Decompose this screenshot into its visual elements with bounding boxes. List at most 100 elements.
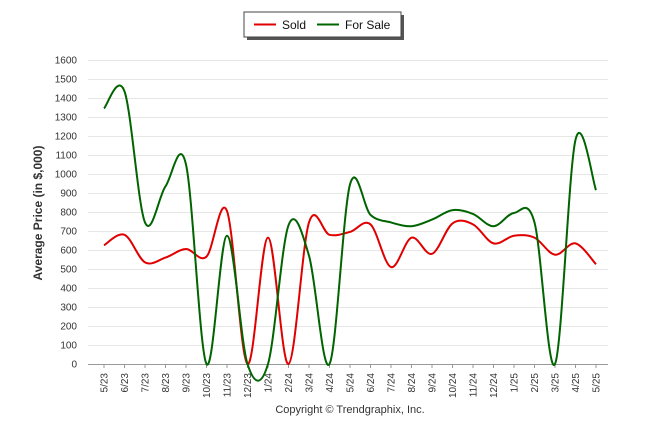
legend: Sold For Sale — [243, 11, 404, 40]
y-tick-label: 1600 — [55, 56, 78, 67]
x-tick-label: 8/23 — [161, 373, 172, 393]
x-tick-label: 5/25 — [592, 373, 603, 393]
data-point-for-sale — [329, 363, 331, 365]
data-point-sold — [472, 223, 474, 225]
data-point-sold — [431, 253, 433, 255]
x-tick-label: 9/23 — [182, 373, 193, 393]
x-tick-labels: 5/23 6/23 7/23 8/23 9/23 10/23 11/23 12/23 1/24 2… — [100, 364, 603, 398]
copyright-text: Copyright © Trendgraphix, Inc. — [275, 404, 424, 416]
y-tick-label: 400 — [60, 284, 77, 295]
y-tick-label: 1300 — [55, 113, 78, 124]
x-tick-label: 1/25 — [510, 373, 521, 393]
data-point-for-sale — [349, 183, 351, 185]
data-point-sold — [534, 237, 536, 239]
data-point-sold — [575, 242, 577, 244]
y-tick-label: 800 — [60, 208, 77, 219]
data-point-for-sale — [554, 363, 556, 365]
data-point-for-sale — [206, 363, 208, 365]
y-axis-label: Average Price (in $,000) — [31, 146, 45, 281]
data-point-for-sale — [370, 214, 372, 216]
data-point-sold — [513, 235, 515, 237]
y-tick-label: 1200 — [55, 132, 78, 143]
data-point-for-sale — [575, 139, 577, 141]
x-tick-label: 8/24 — [407, 373, 418, 393]
y-tick-label: 1000 — [55, 170, 78, 181]
series-line-for-sale — [103, 84, 597, 382]
data-point-for-sale — [534, 221, 536, 223]
data-point-sold — [103, 244, 105, 246]
data-point-sold — [185, 248, 187, 250]
y-tick-label: 1100 — [55, 151, 77, 162]
data-point-for-sale — [124, 90, 126, 92]
data-point-sold — [411, 237, 413, 239]
x-tick-label: 6/24 — [366, 373, 377, 393]
y-tick-label: 1500 — [55, 75, 78, 86]
x-tick-label: 7/24 — [387, 373, 398, 393]
data-point-for-sale — [513, 212, 515, 214]
data-point-for-sale — [267, 363, 269, 365]
x-tick-label: 9/24 — [428, 373, 439, 393]
data-point-sold — [124, 234, 126, 236]
data-point-sold — [595, 263, 597, 265]
data-point-for-sale — [472, 213, 474, 215]
data-point-sold — [329, 234, 331, 236]
data-point-for-sale — [103, 107, 105, 109]
data-point-sold — [493, 242, 495, 244]
data-point-for-sale — [247, 363, 249, 365]
data-point-for-sale — [411, 225, 413, 227]
x-tick-label: 2/24 — [284, 373, 295, 393]
x-tick-label: 7/23 — [141, 373, 152, 393]
x-tick-label: 12/24 — [489, 373, 500, 398]
y-gridlines — [88, 60, 608, 346]
data-point-for-sale — [431, 219, 433, 221]
y-tick-labels: 0 100 200 300 400 500 600 700 800 900 1000 1100 1200… — [55, 56, 78, 371]
x-tick-label: 4/25 — [571, 373, 582, 393]
x-tick-label: 10/23 — [202, 373, 213, 398]
data-point-sold — [226, 210, 228, 212]
data-point-for-sale — [308, 255, 310, 257]
x-tick-label: 4/24 — [325, 373, 336, 393]
data-point-for-sale — [452, 209, 454, 211]
data-point-sold — [288, 363, 290, 365]
data-point-sold — [370, 223, 372, 225]
series-lines — [103, 84, 597, 382]
data-point-for-sale — [144, 221, 146, 223]
data-point-for-sale — [390, 221, 392, 223]
legend-label-for-sale: For Sale — [345, 18, 391, 32]
x-tick-label: 11/23 — [223, 373, 234, 398]
x-tick-label: 5/23 — [100, 373, 111, 393]
x-tick-label: 12/23 — [243, 373, 254, 398]
y-tick-label: 500 — [60, 265, 77, 276]
data-point-for-sale — [226, 235, 228, 237]
series-line-sold — [103, 206, 597, 366]
data-point-sold — [452, 222, 454, 224]
data-point-sold — [267, 237, 269, 239]
data-point-for-sale — [165, 185, 167, 187]
y-tick-label: 600 — [60, 246, 77, 257]
y-tick-label: 1400 — [55, 94, 78, 105]
x-tick-label: 11/24 — [469, 373, 480, 398]
data-point-sold — [206, 256, 208, 258]
legend-label-sold: Sold — [282, 18, 306, 32]
x-tick-label: 10/24 — [448, 373, 459, 398]
x-tick-label: 1/24 — [264, 373, 275, 393]
x-tick-label: 2/25 — [530, 373, 541, 393]
y-tick-label: 700 — [60, 227, 77, 238]
data-point-for-sale — [185, 164, 187, 166]
x-tick-label: 3/25 — [551, 373, 562, 393]
data-point-for-sale — [595, 189, 597, 191]
data-point-sold — [144, 261, 146, 263]
x-tick-label: 3/24 — [305, 373, 316, 393]
data-point-sold — [390, 266, 392, 268]
x-tick-label: 6/23 — [120, 373, 131, 393]
data-point-sold — [165, 257, 167, 259]
y-tick-label: 300 — [60, 303, 77, 314]
y-tick-label: 900 — [60, 189, 77, 200]
x-tick-label: 5/24 — [346, 373, 357, 393]
data-point-for-sale — [288, 224, 290, 226]
y-tick-label: 0 — [71, 360, 77, 371]
data-point-sold — [349, 231, 351, 233]
data-point-sold — [554, 254, 556, 256]
data-point-for-sale — [493, 225, 495, 227]
